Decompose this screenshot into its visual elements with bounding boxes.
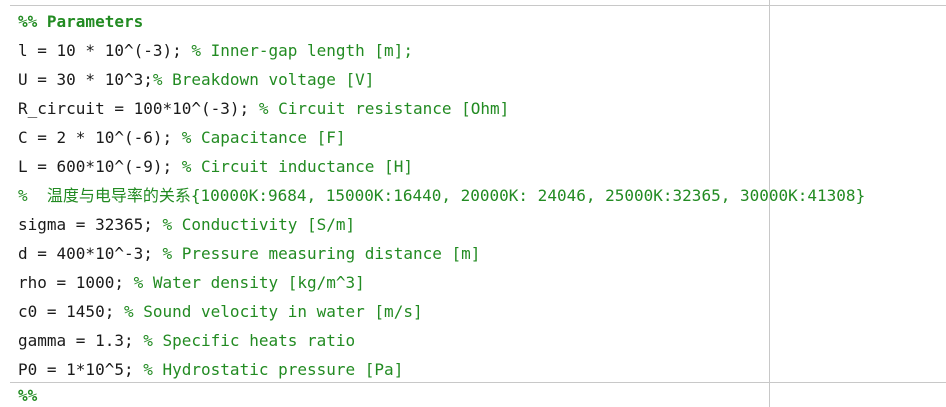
code-comment: % Breakdown voltage [V] [152,70,375,89]
code-line[interactable]: l = 10 * 10^(-3); % Inner-gap length [m]… [18,36,946,65]
code-comment: % Specific heats ratio [143,331,356,350]
code-text: rho = 1000; [18,273,134,292]
code-comment: % Conductivity [S/m] [162,215,356,234]
cell-divider-top [10,5,946,6]
code-comment: % Sound velocity in water [m/s] [123,302,423,321]
code-text: c0 = 1450; [18,302,124,321]
code-line[interactable]: U = 30 * 10^3;% Breakdown voltage [V] [18,65,946,94]
code-comment: % Capacitance [F] [181,128,346,147]
cell-header-line[interactable]: %% Parameters [18,12,144,31]
code-text: sigma = 32365; [18,215,163,234]
code-line[interactable]: rho = 1000; % Water density [kg/m^3] [18,268,946,297]
code-text: d = 400*10^-3; [18,244,163,263]
code-line[interactable]: sigma = 32365; % Conductivity [S/m] [18,210,946,239]
code-text: U = 30 * 10^3; [18,70,153,89]
code-line[interactable]: C = 2 * 10^(-6); % Capacitance [F] [18,123,946,152]
code-comment: % Hydrostatic pressure [Pa] [143,360,404,379]
code-text: L = 600*10^(-9); [18,157,182,176]
cell-divider-bottom [10,382,946,383]
code-text: gamma = 1.3; [18,331,144,350]
code-comment: % Circuit resistance [Ohm] [258,99,510,118]
code-comment: % Circuit inductance [H] [181,157,413,176]
code-comment: % Inner-gap length [m]; [191,41,413,60]
code-text: l = 10 * 10^(-3); [18,41,192,60]
right-margin-guide [769,0,770,407]
code-comment: % Water density [kg/m^3] [133,273,365,292]
code-comment: % Pressure measuring distance [m] [162,244,481,263]
code-text: R_circuit = 100*10^(-3); [18,99,259,118]
code-line[interactable]: d = 400*10^-3; % Pressure measuring dist… [18,239,946,268]
code-comment: % 温度与电导率的关系{10000K:9684, 15000K:16440, 2… [18,186,866,205]
code-line[interactable]: L = 600*10^(-9); % Circuit inductance [H… [18,152,946,181]
code-line[interactable]: gamma = 1.3; % Specific heats ratio [18,326,946,355]
code-text: P0 = 1*10^5; [18,360,144,379]
code-area[interactable]: %% Parameters l = 10 * 10^(-3); % Inner-… [18,7,946,384]
code-line[interactable]: R_circuit = 100*10^(-3); % Circuit resis… [18,94,946,123]
code-line[interactable]: % 温度与电导率的关系{10000K:9684, 15000K:16440, 2… [18,181,946,210]
code-text: C = 2 * 10^(-6); [18,128,182,147]
cell-end-marker[interactable]: %% [18,386,38,405]
code-line[interactable]: c0 = 1450; % Sound velocity in water [m/… [18,297,946,326]
code-line[interactable]: P0 = 1*10^5; % Hydrostatic pressure [Pa] [18,355,946,384]
